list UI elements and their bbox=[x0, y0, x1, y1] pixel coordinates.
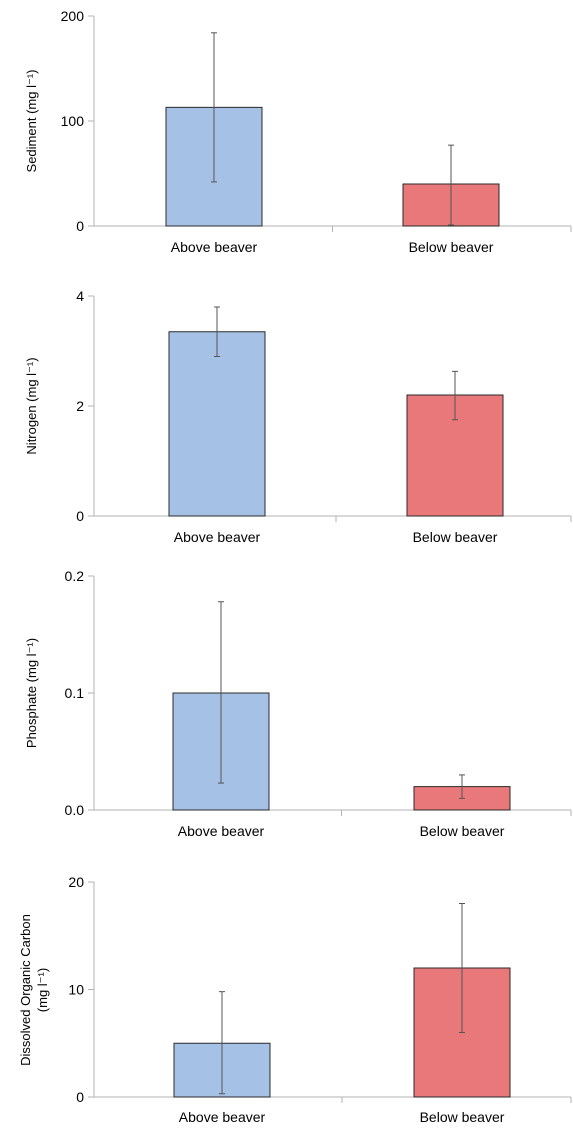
y-axis-label-line: Dissolved Organic Carbon bbox=[18, 914, 33, 1066]
x-category-label: Above beaver bbox=[171, 239, 258, 255]
x-category-label: Below beaver bbox=[409, 239, 494, 255]
y-tick-label: 0.2 bbox=[65, 568, 85, 584]
panel-4: 0 10 20 Above beaver Below beaver Dissolved O… bbox=[18, 874, 572, 1125]
y-axis-label: Phosphate (mg l⁻¹) bbox=[24, 638, 39, 748]
y-axis-label: Dissolved Organic Carbon (mg l⁻¹) bbox=[18, 914, 50, 1066]
y-tick-label: 4 bbox=[76, 288, 84, 304]
y-tick-label: 0.0 bbox=[65, 802, 85, 818]
y-tick-label: 0 bbox=[76, 508, 84, 524]
y-tick-label: 2 bbox=[76, 398, 84, 414]
y-tick-label: 10 bbox=[68, 982, 84, 998]
y-tick-label: 0.1 bbox=[65, 685, 85, 701]
bar-above-beaver bbox=[168, 331, 266, 517]
y-axis-label-line: Nitrogen (mg l⁻¹) bbox=[24, 357, 39, 454]
y-axis-label-line: Phosphate (mg l⁻¹) bbox=[24, 638, 39, 748]
x-category-label: Above beaver bbox=[178, 823, 265, 839]
y-axis-label: Nitrogen (mg l⁻¹) bbox=[24, 357, 39, 454]
y-tick-label: 0 bbox=[76, 218, 84, 234]
y-axis-label-line: Sediment (mg l⁻¹) bbox=[24, 70, 39, 173]
y-tick-label: 200 bbox=[61, 8, 85, 24]
x-category-label: Below beaver bbox=[420, 823, 505, 839]
x-category-label: Above beaver bbox=[174, 529, 261, 545]
x-category-label: Below beaver bbox=[420, 1109, 505, 1125]
y-tick-label: 20 bbox=[68, 874, 84, 890]
x-category-label: Below beaver bbox=[413, 529, 498, 545]
panel-2: 0 2 4 Above beaver Below beaver Nitrogen (mg … bbox=[24, 288, 572, 545]
panel-1: 0 100 200 Above beaver Below beaver Sediment … bbox=[24, 8, 572, 255]
y-tick-label: 100 bbox=[61, 113, 85, 129]
y-axis-label: Sediment (mg l⁻¹) bbox=[24, 70, 39, 173]
y-axis-label-line: (mg l⁻¹) bbox=[35, 968, 50, 1012]
panel-3: 0.0 0.1 0.2 Above beaver Below beaver Phospha… bbox=[24, 568, 572, 839]
y-tick-label: 0 bbox=[76, 1089, 84, 1105]
x-category-label: Above beaver bbox=[179, 1109, 266, 1125]
